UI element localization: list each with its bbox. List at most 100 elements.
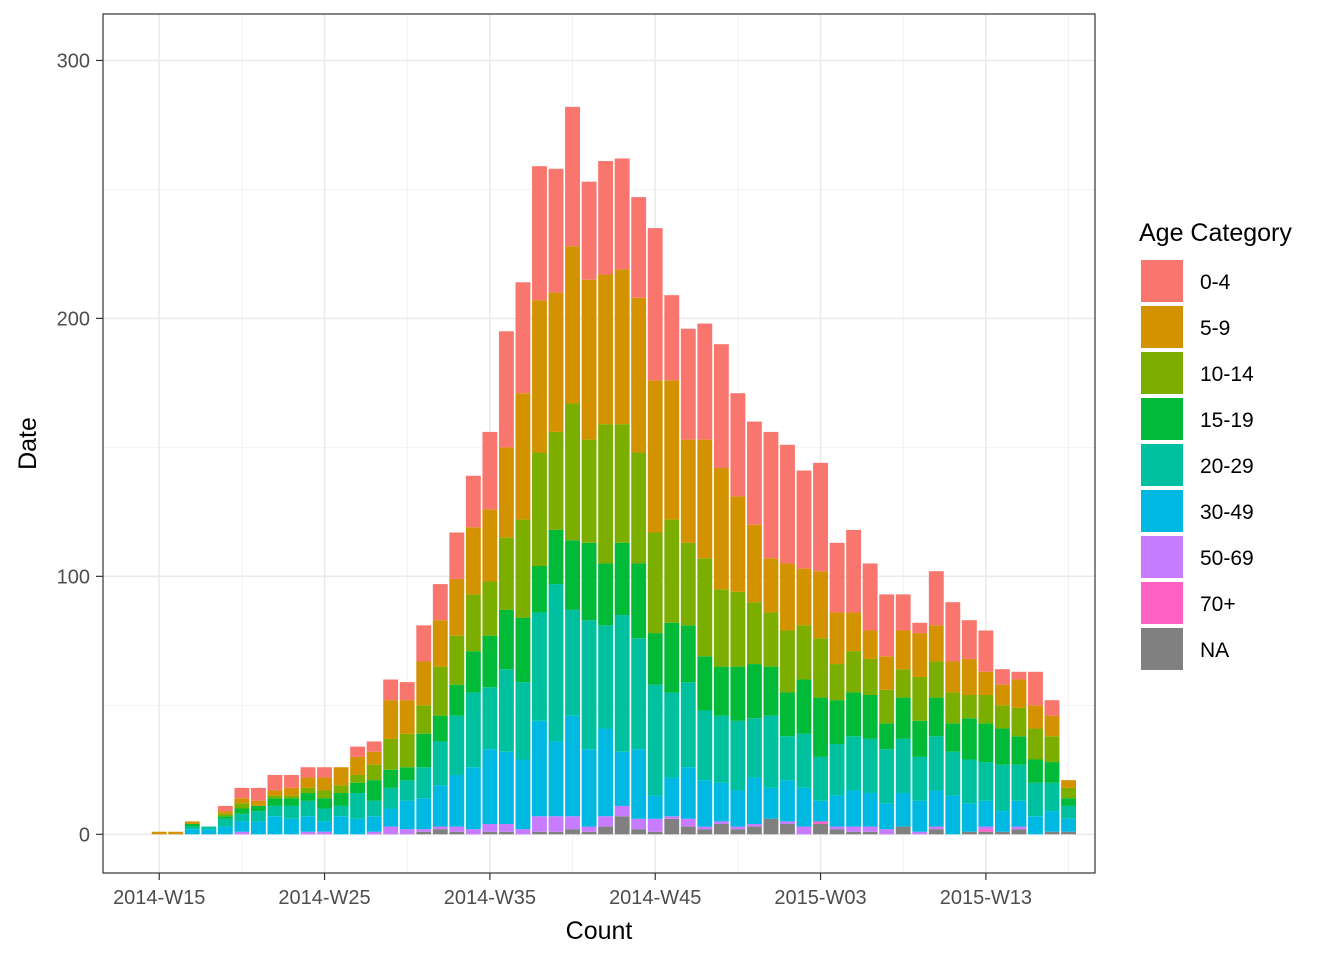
bar-segment: [217, 811, 233, 814]
bar-segment: [1011, 671, 1027, 680]
bar-segment: [912, 633, 928, 677]
bar-segment: [829, 829, 845, 835]
bar-segment: [482, 823, 498, 832]
x-tick-label: 2015-W03: [774, 887, 866, 909]
bar-segment: [284, 805, 299, 819]
bar-segment: [383, 808, 399, 827]
bar-segment: [763, 612, 779, 667]
bar-segment: [746, 602, 762, 665]
bar-segment: [945, 751, 961, 796]
bar-segment: [730, 829, 746, 835]
bar-segment: [532, 166, 547, 301]
bar-segment: [383, 700, 399, 739]
bar-segment: [1061, 805, 1076, 819]
bar-segment: [1044, 736, 1060, 763]
bar-segment: [350, 793, 366, 819]
bar-segment: [796, 679, 812, 734]
bar-segment: [383, 787, 399, 809]
bar-segment: [680, 818, 696, 827]
bar-segment: [234, 787, 250, 799]
bar-segment: [961, 803, 977, 832]
bar-segment: [449, 715, 465, 775]
bar-segment: [763, 431, 779, 559]
bar-segment: [647, 818, 663, 832]
bar-segment: [813, 571, 828, 639]
bar-segment: [267, 798, 283, 806]
bar-segment: [350, 818, 366, 835]
bar-segment: [978, 723, 994, 763]
bar-segment: [994, 831, 1010, 835]
bar-segment: [548, 584, 564, 742]
bar-segment: [151, 831, 167, 835]
bar-segment: [713, 715, 729, 783]
bar-segment: [465, 594, 481, 652]
bar-segment: [813, 823, 828, 835]
bar-segment: [217, 813, 233, 817]
bar-segment: [895, 697, 911, 739]
bar-segment: [1044, 700, 1060, 716]
bar-segment: [432, 785, 448, 827]
bar-segment: [1044, 831, 1060, 835]
bar-segment: [697, 656, 713, 711]
bar-segment: [829, 542, 845, 613]
bar-segment: [746, 664, 762, 719]
bar-segment: [581, 542, 597, 621]
bar-segment: [928, 661, 944, 698]
bar-segment: [614, 816, 630, 835]
legend-label: 50-69: [1200, 547, 1254, 570]
bar-segment: [498, 537, 514, 610]
bar-segment: [333, 785, 349, 794]
bar-segment: [846, 692, 862, 737]
bar-segment: [416, 831, 432, 835]
bar-segment: [548, 431, 564, 530]
bar-segment: [961, 831, 977, 835]
bar-segment: [284, 818, 299, 835]
bar-segment: [813, 697, 828, 757]
bar-segment: [515, 682, 531, 760]
bar-segment: [565, 715, 580, 817]
bar-segment: [912, 720, 928, 757]
bar-segment: [928, 625, 944, 662]
bar-segment: [730, 666, 746, 721]
legend-swatch: [1141, 628, 1183, 670]
bar-segment: [978, 671, 994, 696]
bar-segment: [829, 664, 845, 701]
bar-segment: [1044, 782, 1060, 812]
bar-segment: [862, 630, 878, 659]
bar-segment: [780, 444, 795, 564]
bar-segment: [383, 826, 399, 835]
bar-segment: [879, 723, 895, 750]
bar-segment: [416, 733, 432, 768]
y-tick-label: 300: [57, 50, 90, 72]
bar-segment: [234, 798, 250, 804]
legend-label: 30-49: [1200, 501, 1254, 524]
bar-segment: [598, 161, 614, 275]
bar-segment: [350, 746, 366, 757]
bar-segment: [350, 782, 366, 794]
bar-segment: [416, 798, 432, 830]
bar-segment: [1061, 780, 1076, 788]
bar-segment: [763, 818, 779, 835]
bar-segment: [994, 764, 1010, 812]
bar-segment: [631, 829, 647, 835]
bar-segment: [532, 566, 547, 613]
bar-segment: [664, 777, 680, 817]
legend-swatch: [1141, 306, 1183, 348]
bar-segment: [284, 787, 299, 796]
bar-segment: [846, 831, 862, 835]
bar-segment: [548, 292, 564, 432]
bar-segment: [895, 669, 911, 698]
bar-segment: [713, 821, 729, 824]
bar-segment: [515, 829, 531, 835]
bar-segment: [317, 777, 332, 791]
bar-segment: [482, 509, 498, 582]
bar-segment: [234, 831, 250, 835]
bar-segment: [267, 805, 283, 817]
bar-segment: [284, 795, 299, 799]
bar-segment: [333, 793, 349, 806]
bar-segment: [647, 380, 663, 533]
bar-segment: [680, 826, 696, 835]
bar-segment: [895, 630, 911, 670]
x-tick-label: 2014-W45: [609, 887, 701, 909]
bar-segment: [862, 826, 878, 832]
